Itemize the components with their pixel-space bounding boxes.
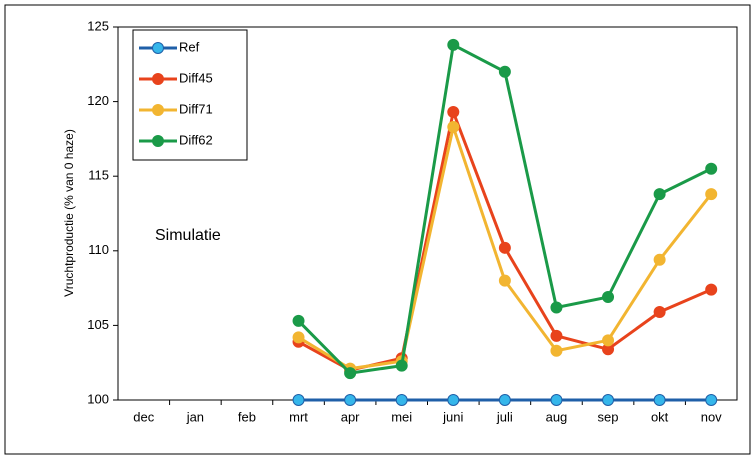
x-tick-label: jan [186,409,204,424]
x-tick-label: okt [651,409,669,424]
data-point [344,367,357,380]
data-point [292,394,305,406]
data-point [705,188,718,201]
x-tick-label: juli [496,409,513,424]
legend-marker [152,104,164,116]
y-tick-label: 120 [87,93,109,108]
data-point [653,253,666,266]
data-point [344,394,357,406]
data-point [705,162,718,175]
x-tick-label: mei [391,409,412,424]
data-point [395,394,408,406]
x-tick-label: apr [341,409,360,424]
y-tick-label: 100 [87,391,109,406]
data-point [447,38,460,51]
data-point [705,394,718,406]
x-tick-label: sep [598,409,619,424]
data-point [602,291,615,304]
y-tick-label: 110 [88,242,109,257]
y-tick-label: 115 [88,168,109,183]
x-tick-label: feb [238,409,256,424]
data-point [550,394,563,406]
x-tick-label: mrt [289,409,308,424]
x-tick-label: aug [546,409,568,424]
data-point [292,331,305,344]
legend-box [132,29,248,161]
data-point [653,305,666,318]
data-point [705,283,718,296]
data-point [602,334,615,347]
data-point [550,329,563,342]
y-axis-label: Vruchtproductie (% van 0 haze) [62,129,76,297]
data-point [395,359,408,372]
data-point [447,106,460,119]
data-point [498,241,511,254]
data-point [653,188,666,201]
x-tick-label: dec [133,409,154,424]
data-point [498,65,511,78]
data-point [550,344,563,357]
data-point [550,301,563,314]
data-point [498,274,511,287]
annotation: Simulatie [155,227,221,244]
legend-marker [152,42,164,54]
legend-marker [152,73,164,85]
data-point [653,394,666,406]
data-point [602,394,615,406]
legend-label: Diff71 [179,101,213,116]
legend-label: Ref [179,39,200,54]
data-point [447,120,460,133]
x-tick-label: juni [442,409,463,424]
legend-label: Diff45 [179,70,213,85]
data-point [498,394,511,406]
y-tick-label: 125 [87,18,109,33]
legend-marker [152,135,164,147]
data-point [447,394,460,406]
data-point [292,314,305,327]
legend-label: Diff62 [179,132,213,147]
x-tick-label: nov [701,409,722,424]
y-tick-label: 105 [87,317,109,332]
